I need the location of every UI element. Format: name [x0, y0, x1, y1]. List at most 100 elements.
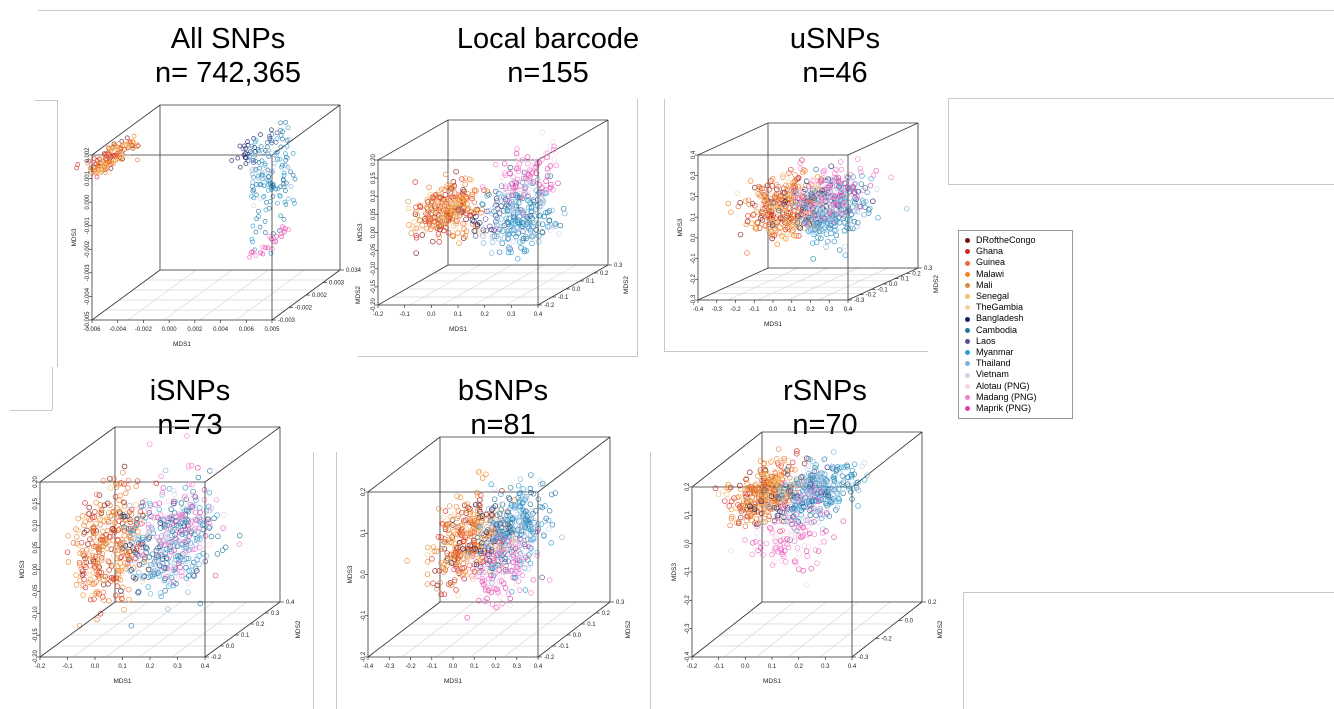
data-point — [518, 512, 525, 519]
data-point — [516, 523, 522, 530]
data-point — [772, 546, 778, 552]
grid-line — [469, 601, 543, 658]
data-point — [176, 529, 183, 536]
data-point — [162, 467, 169, 474]
grid-line — [127, 269, 197, 321]
data-point — [824, 176, 830, 183]
data-point — [490, 557, 497, 564]
data-point — [142, 497, 148, 504]
y-axis-label: MDS2 — [933, 275, 940, 293]
data-point — [97, 502, 104, 508]
data-point — [265, 245, 271, 251]
data-point — [764, 183, 770, 189]
data-point — [130, 138, 136, 144]
data-point — [215, 533, 221, 540]
data-point — [436, 239, 442, 245]
data-point — [531, 533, 537, 540]
x-axis-label: MDS1 — [449, 326, 467, 333]
data-point — [526, 214, 532, 221]
data-point — [484, 524, 490, 530]
data-point — [431, 194, 438, 200]
data-point — [169, 520, 176, 526]
data-point — [122, 513, 128, 520]
data-point — [476, 531, 483, 538]
data-point — [804, 493, 810, 500]
data-point — [115, 571, 122, 577]
data-point — [121, 481, 127, 487]
grid-line — [435, 601, 509, 658]
grid-line — [72, 601, 149, 658]
data-point — [727, 522, 733, 529]
data-point — [114, 145, 120, 151]
data-point — [796, 230, 802, 236]
data-point — [811, 212, 818, 218]
data-point — [455, 210, 461, 216]
data-point — [481, 187, 487, 193]
data-point — [474, 208, 480, 214]
data-point — [283, 188, 288, 193]
data-point — [724, 491, 730, 498]
chart-subtitle: n=81 — [470, 409, 536, 441]
data-point — [196, 539, 203, 545]
data-point — [782, 482, 789, 489]
legend-marker — [965, 238, 970, 244]
data-point — [522, 587, 529, 593]
data-point — [528, 210, 534, 216]
data-point — [481, 224, 488, 231]
data-point — [437, 197, 443, 203]
data-point — [488, 481, 494, 488]
data-point — [166, 573, 172, 580]
legend-item: Guinea — [965, 257, 1068, 268]
data-point — [763, 540, 770, 547]
data-point — [827, 497, 833, 504]
data-point — [112, 519, 118, 526]
x-tick-label: -0.002 — [135, 327, 153, 333]
data-point — [848, 212, 854, 218]
data-point — [82, 500, 88, 506]
data-point — [491, 496, 498, 502]
data-point — [767, 213, 774, 219]
data-point — [120, 499, 127, 505]
data-point — [440, 201, 447, 207]
data-point — [551, 143, 557, 150]
data-point — [752, 225, 758, 231]
data-point — [811, 531, 818, 537]
data-point — [118, 588, 124, 594]
data-point — [253, 229, 259, 235]
data-point — [85, 541, 91, 547]
data-point — [454, 199, 461, 205]
data-point — [799, 193, 805, 200]
data-point — [839, 192, 845, 199]
data-point — [274, 130, 280, 136]
data-points — [74, 119, 298, 261]
y-tick-label: 0.0 — [905, 618, 914, 624]
data-point — [114, 583, 120, 589]
grid-line — [199, 269, 269, 321]
data-point — [519, 156, 526, 163]
data-point — [804, 191, 811, 198]
z-tick-label: -0.005 — [85, 311, 91, 329]
data-point — [496, 249, 503, 255]
data-point — [519, 522, 525, 529]
data-point — [517, 476, 524, 482]
data-point — [767, 201, 774, 208]
data-point — [552, 220, 559, 227]
legend-marker — [965, 294, 970, 300]
data-point — [277, 193, 283, 199]
data-point — [488, 589, 495, 595]
data-point — [154, 558, 160, 564]
data-point — [82, 558, 88, 564]
data-point — [854, 224, 860, 230]
data-point — [857, 193, 863, 199]
data-point — [455, 550, 461, 556]
grid-line — [441, 264, 513, 306]
y-tick-label: 0.002 — [312, 293, 328, 299]
data-point — [528, 226, 534, 233]
data-point — [790, 486, 796, 493]
data-point — [442, 508, 449, 514]
data-point — [145, 584, 151, 590]
panel-border — [358, 356, 638, 357]
data-point — [178, 573, 185, 579]
data-point — [494, 544, 501, 550]
data-point — [793, 517, 799, 524]
